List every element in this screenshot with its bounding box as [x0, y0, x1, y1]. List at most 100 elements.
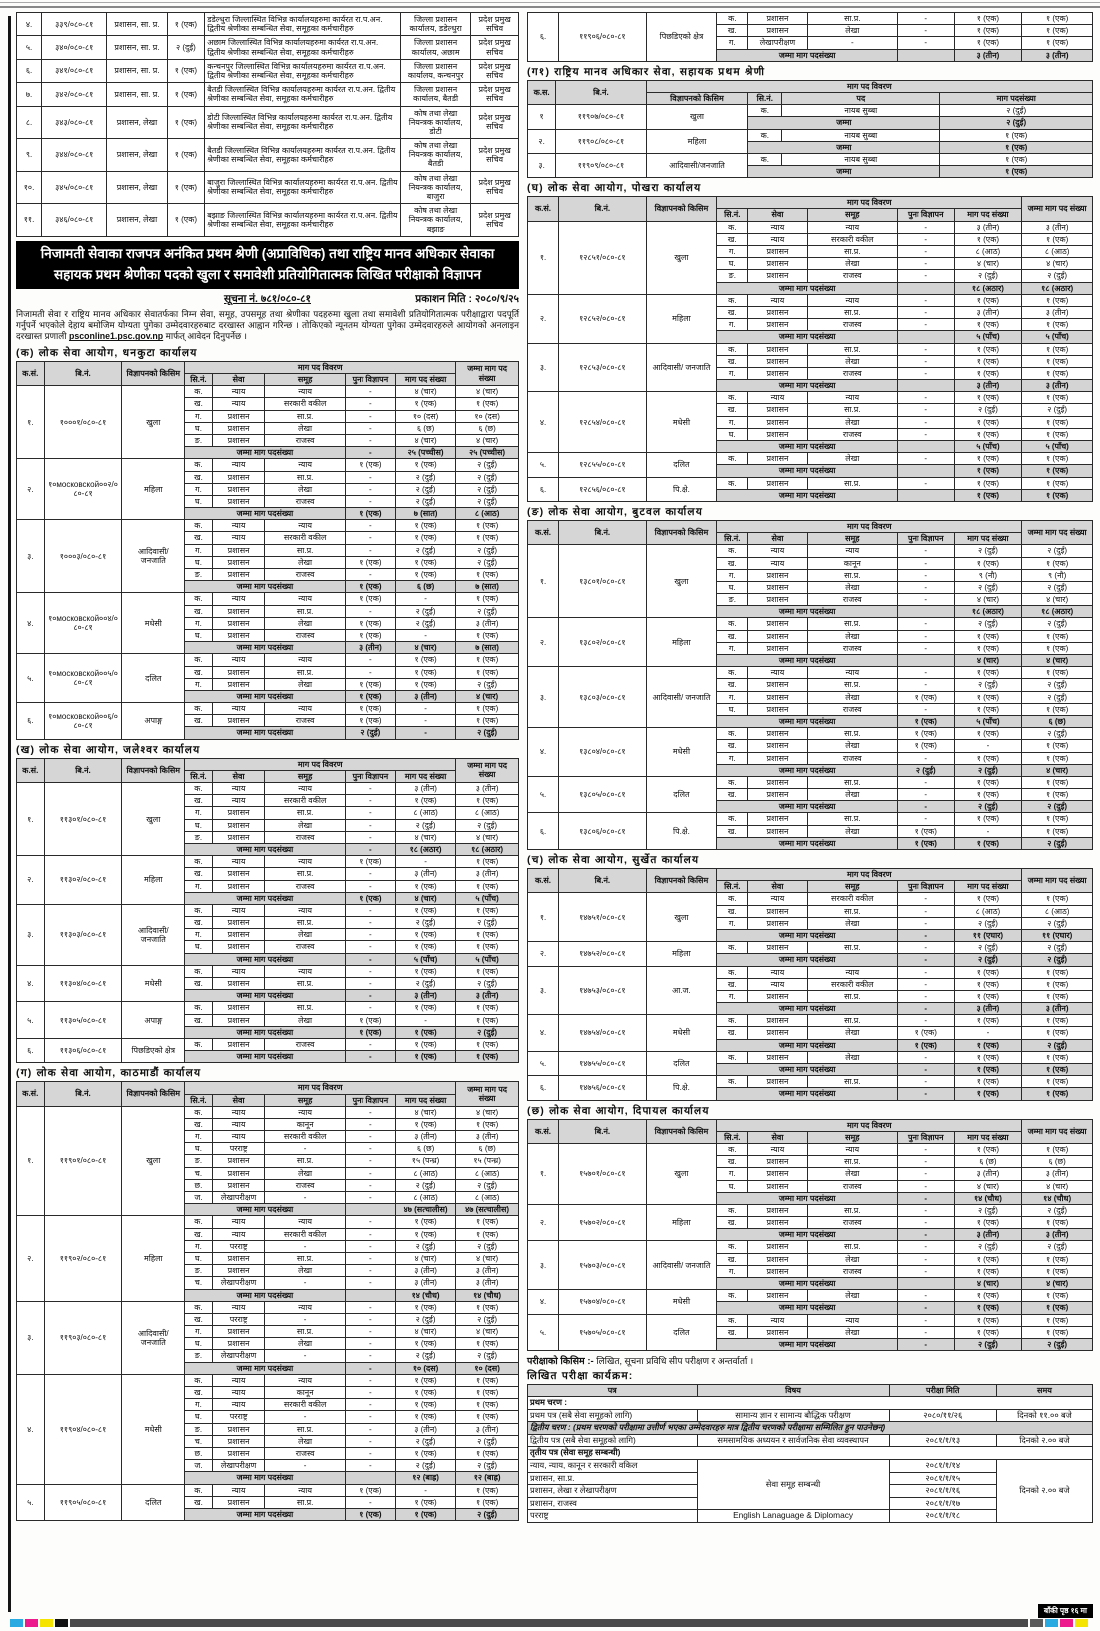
table-row: ६. १०московской००६/०८०-८१ अपाङ्ग क. न्याय न्य… [16, 702, 519, 740]
total-row: जम्मा माग पदसंख्या ४७ (सत्चालीस) ४७ (सत्चा… [17, 1203, 519, 1217]
table-row: ग. प्रशासन राजस्व -१ (एक) १ (एक) [528, 318, 1093, 332]
total-row: जम्मा १ (एक) [528, 165, 1093, 179]
table-row: ३. ११३०३/०८०-८१ आदिवासी/ जनजाति क. न्याय न्या… [16, 903, 519, 966]
table-row: ३. १०००३/०८०-८१ आदिवासी/ जनजाति क. न्याय न्या… [16, 519, 519, 594]
cyan-mark [10, 1619, 23, 1627]
table-row: ५. ३४०/०८०-८१ प्रशासन, सा. प्र. २ (दुई) अछाम… [15, 35, 519, 60]
table-row: ४. १५७०४/०८०-८१ मधेसी क. प्रशासन लेखा -१ (एक) १… [526, 1289, 1093, 1315]
table-row: ङ. प्रशासन राजस्व -४ (चार) ४ (चार) [528, 593, 1093, 607]
continued-on-page-chip: बाँकी पृष्ठ १६ मा [1037, 1604, 1093, 1618]
table-row: ग. प्रशासन सा.प्र. -१० (दस) १० (दस) [17, 409, 519, 423]
section-heading-gha: (घ) लोक सेवा आयोग, पोखरा कार्यालय [527, 182, 702, 195]
registration-bar [70, 1619, 1028, 1627]
table-row: ख. प्रशासन लेखा -१ (एक) १ (एक) [528, 24, 1093, 38]
total-row: जम्मा माग पदसंख्या १ (एक) ७ (सात) ८ (आठ) [17, 507, 519, 521]
total-row: जम्मा माग पदसंख्या १ (एक) १ (एक) २ (दुई) [528, 1038, 1093, 1052]
table-row: ङ. प्रशासन राजस्व -१ (एक) १ (एक) [17, 568, 519, 582]
total-row: जम्मा माग पदसंख्या १२ (बाह्र) १२ (बाह्र) [17, 1471, 519, 1485]
total-row: जम्मा माग पदसंख्या -११ (एघार) ११ (एघार) [528, 928, 1093, 943]
intro-text-1: निजामती सेवा र राष्ट्रिय मानव अधिकार सेव… [16, 308, 519, 342]
table-row: ५. ११९०५/०८०-८१ दलित क. न्याय न्याय १ (एक) -१ (… [16, 1483, 519, 1522]
total-row: जम्मा माग पदसंख्या १ (एक) ६ (छ) ७ (सात) [17, 580, 519, 594]
table-row: ग. प्रशासन सा.प्र. -८ (आठ) ८ (आठ) [17, 806, 519, 820]
total-row: जम्मा माग पदसंख्या ३ (तीन) ३ (तीन) [528, 379, 1093, 393]
table-row: ख. प्रशासन लेखा -१ (एक) १ (एक) [528, 354, 1093, 368]
table-row: २. १५७०२/०८०-८१ महिला क. प्रशासन सा.प्र. -२ (द… [526, 1203, 1093, 1242]
intro-text-2: मार्फत् आवेदन दिनुपर्नेछ । [163, 331, 247, 342]
magenta-mark-2 [1060, 1619, 1073, 1627]
table-row: ख. प्रशासन लेखा १ (एक) -१ (एक) [528, 1026, 1093, 1040]
table-row: ५. १५७०५/०८०-८१ दलित क. न्याय न्याय -१ (एक) १ (… [526, 1313, 1093, 1352]
table-row: घ. प्रशासन सा.प्र. -४ (चार) ४ (चार) [17, 1251, 519, 1266]
vacancy-table: क.सं. बि.नं. विज्ञापनको किसिम माग पद विवरण ज… [526, 196, 1093, 502]
table-row: १. ११३०१/०८०-८१ खुला क. न्याय न्याय -३ (तीन) ३ … [16, 782, 519, 857]
table-row: ४. १३८०४/०८०-८१ मधेसी क. प्रशासन सा.प्र. १ (एक… [526, 727, 1093, 777]
cyan-mark-2 [1045, 1619, 1058, 1627]
top-rule-2 [0, 6, 1100, 8]
table-row: ख. प्रशासन लेखा -१ (एक) १ (एक) [528, 1325, 1093, 1339]
total-row: जम्मा माग पदसंख्या ५ (पाँच) ५ (पाँच) [528, 330, 1093, 344]
table-row: १ ११९०७/०८०-८१ खुला क. नायब सुब्बा २ (दुई) [526, 104, 1093, 130]
table-row: ग. प्रशासन सा.प्र. -१ (एक) १ (एक) [528, 989, 1093, 1004]
table-row: घ. प्रशासन लेखा -२ (दुई) २ (दुई) [528, 580, 1093, 595]
table-row: ख. प्रशासन सा.प्र. -२ (दुई) २ (दुई) [528, 403, 1093, 417]
table-row: घ. परराष्ट्र - -६ (छ) ६ (छ) [17, 1142, 519, 1156]
table-row: ख. प्रशासन सा.प्र. -२ (दुई) २ (दुई) [17, 916, 519, 930]
table-row: २. १४७५२/०८०-८१ महिला क. प्रशासन सा.प्र. -२ (द… [526, 941, 1093, 967]
table-row: द्वितीय पत्र (सबै सेवा समूहको लागि) समसाम… [527, 1433, 1094, 1448]
table-row: घ. प्रशासन लेखा -२ (दुई) २ (दुई) [17, 818, 519, 832]
vacancy-table: क.सं. बि.नं. विज्ञापनको किसिम माग पद विवरण ज… [16, 360, 519, 740]
table-row: ६. ११३०६/०८०-८१ पिछडिएको क्षेत्र क. प्रशासन र… [16, 1037, 519, 1064]
table-row: ख. प्रशासन लेखा -१ (एक) १ (एक) [528, 788, 1093, 802]
section-heading-ka: (क) लोक सेवा आयोग, धनकुटा कार्यालय [16, 346, 198, 359]
table-row: घ. प्रशासन लेखा -४ (चार) ४ (चार) [528, 257, 1093, 271]
notice-number: सूचना नं. ७८१/०८०-८१ [224, 292, 311, 305]
table-row: २. ११९०८/०८०-८१ महिला क. नायब सुब्बा १ (एक) [526, 128, 1093, 154]
total-row: जम्मा माग पदसंख्या २ (दुई) -२ (दुई) [17, 726, 519, 740]
table-row: ७. ३४२/०८०-८१ प्रशासन, सा. प्र. १ (एक) बैतडी… [15, 82, 519, 107]
table-row: ३. ११९०३/०८०-८१ आदिवासी/ जनजाति क. न्याय न्या… [16, 1300, 519, 1375]
table-row: ङ. लेखापरीक्षण - -२ (दुई) २ (दुई) [17, 1349, 519, 1363]
table-row: ख. प्रशासन सा.प्र. -२ (दुई) २ (दुई) [528, 678, 1093, 692]
total-row: जम्मा माग पदसंख्या १८ (अठार) १८ (अठार) [528, 281, 1093, 295]
section-heading-chha: (छ) लोक सेवा आयोग, दिपायल कार्यालय [527, 1104, 710, 1117]
table-row: २. १२८५२/०८०-८१ महिला क. न्याय न्याय -१ (एक) १ … [526, 293, 1093, 344]
psc-online-link[interactable]: psconline1.psc.gov.np [68, 331, 164, 342]
table-row: ४. १०московской००४/०८०-८१ मधेसी क. न्याय न्या… [16, 592, 519, 655]
exam-schedule-table: पत्र विषय परीक्षा मिति समय प्रथम चरण : प्रथम … [527, 1384, 1094, 1523]
total-row: जम्मा माग पदसंख्या २ (दुई) २ (दुई) ४ (चार) [528, 763, 1093, 777]
table-row: २. ११९०२/०८०-८१ महिला क. न्याय न्याय -१ (एक) १ … [16, 1215, 519, 1302]
exam-type-note: परीक्षाको किसिम :- लिखित, सूचना प्रविधि … [527, 1354, 1093, 1367]
table-row: ख. प्रशासन राजस्व -१ (एक) १ (एक) [528, 1216, 1093, 1230]
table-row: प्रशासन, सा.प्र. २०८१/१/१५ [527, 1471, 1093, 1486]
total-row: जम्मा माग पदसंख्या -३ (तीन) ३ (तीन) [17, 989, 519, 1003]
table-row: १. १३८०१/०८०-८१ खुला क. न्याय न्याय -२ (दुई) २ … [526, 544, 1093, 619]
table-row: ज. लेखापरीक्षण - -२ (दुई) २ (दुई) [17, 1459, 519, 1473]
table-row: ८. ३४३/०८०-८१ प्रशासन, लेखा १ (एक) डोटी जिल्… [15, 105, 519, 140]
total-row: जम्मा माग पदसंख्या -२ (दुई) २ (दुई) [528, 1337, 1093, 1352]
table-row: ६. ३४१/०८०-८१ प्रशासन, सा. प्र. १ (एक) कन्चन… [15, 58, 519, 84]
table-row: १. १४७५१/०८०-८१ खुला क. न्याय सरकारी वकील -१ (… [526, 892, 1093, 943]
total-row: जम्मा माग पदसंख्या -१० (दस) १० (दस) [17, 1361, 519, 1375]
section-heading-ga1: (ग१) राष्ट्रिय मानव अधिकार सेवा, सहायक प… [527, 65, 766, 78]
table-row: ग. न्याय सरकारी वकील -१ (एक) १ (एक) [17, 1398, 519, 1412]
total-row: जम्मा माग पदसंख्या ४ (चार) ४ (चार) [528, 653, 1093, 668]
vacancy-table: क.सं. बि.नं. विज्ञापनको किसिम माग पद विवरण ज… [526, 1118, 1093, 1352]
table-row: ४. ३३९/०८०-८१ प्रशासन, सा. प्र. १ (एक) डडेल्… [15, 11, 519, 37]
table-row: परराष्ट्र English Lanaguage & Diplomacy २०… [527, 1509, 1093, 1523]
table-row: १. ११९०१/०८०-८१ खुला क. न्याय न्याय -४ (चार) ४ … [16, 1105, 519, 1217]
table-row: ख. प्रशासन सा.प्र. -२ (दुई) २ (दुई) [17, 470, 519, 484]
vacancy-table: क.सं. बि.नं. विज्ञापनको किसिम माग पद विवरण ज… [526, 519, 1093, 851]
table-row: छ. प्रशासन राजस्व -१ (एक) १ (एक) [17, 1446, 519, 1461]
vacancy-table: क.सं. बि.नं. विज्ञापनको किसिम माग पद विवरण ज… [16, 757, 519, 1064]
table-row: ३. १५७०३/०८०-८१ आदिवासी/ जनजाति क. प्रशासन सा… [526, 1240, 1093, 1291]
table-row: ख. प्रशासन लेखा -१ (एक) १ (एक) [528, 629, 1093, 643]
total-row: जम्मा माग पदसंख्या -१ (एक) १ (एक) [528, 1087, 1093, 1101]
table-row: ३. १३८०३/०८०-८१ आदिवासी/ जनजाति क. न्याय न्या… [526, 666, 1093, 729]
black-mark [55, 1619, 68, 1627]
table-row: ११. ३४६/०८०-८१ प्रशासन, लेखा १ (एक) बझाङ जिल… [15, 203, 519, 237]
table-row: ङ. प्रशासन राजस्व -४ (चार) ४ (चार) [17, 433, 519, 448]
table-row: च. प्रशासन लेखा -२ (दुई) २ (दुई) [17, 1434, 519, 1448]
table-row: ६. १४७५६/०८०-८१ पि.क्षे. क. प्रशासन सा.प्र. -१… [526, 1075, 1093, 1101]
table-row: ख. न्याय सरकारी वकील -१ (एक) १ (एक) [528, 232, 1093, 247]
